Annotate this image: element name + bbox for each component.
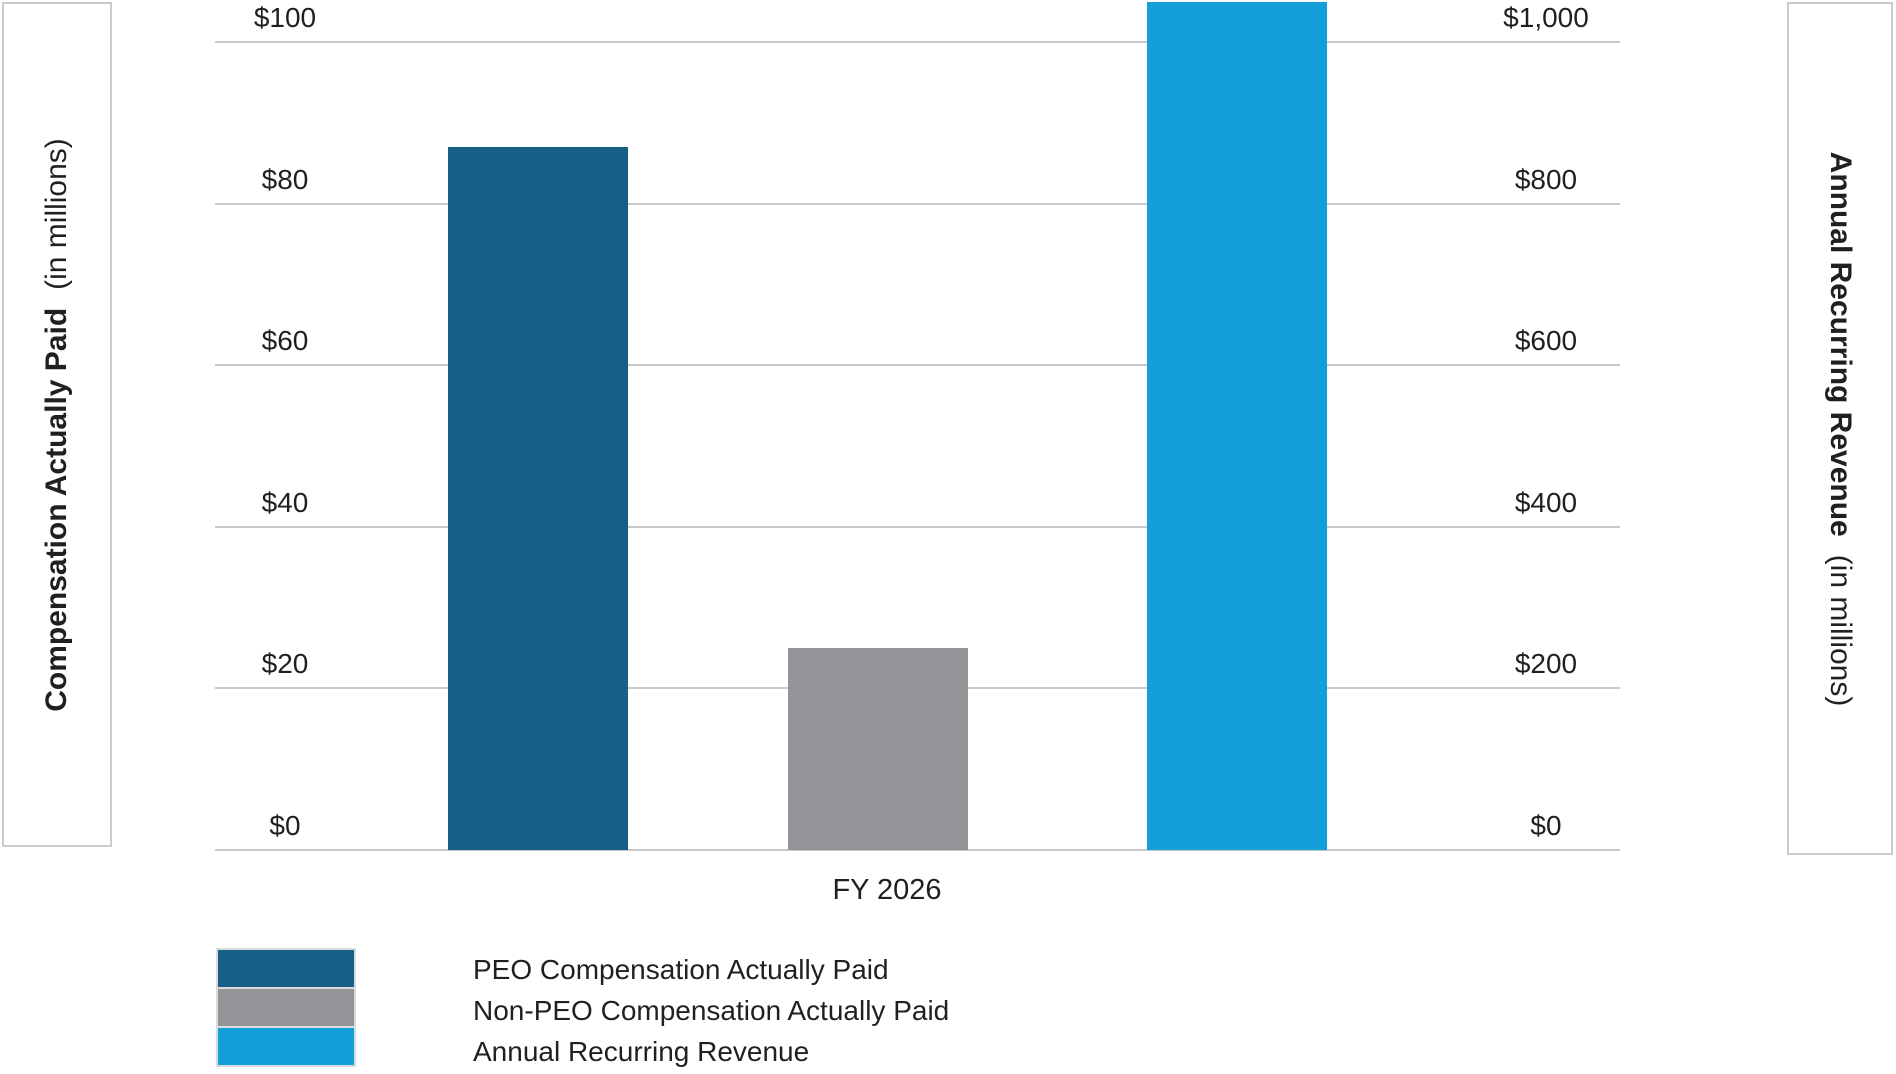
gridline-100	[215, 41, 1620, 43]
legend-label-column: PEO Compensation Actually Paid Non-PEO Co…	[473, 949, 949, 1072]
left-axis-title: Compensation Actually Paid (in millions)	[40, 137, 73, 712]
right-axis-tick-0: $0	[1530, 810, 1562, 841]
legend-swatch-peo-compensation-actually-paid	[218, 950, 354, 987]
legend-label-annual-recurring-revenue: Annual Recurring Revenue	[473, 1036, 810, 1067]
left-axis-title-note: (in millions)	[40, 137, 73, 290]
left-axis-tick-60: $60	[261, 325, 309, 357]
left-axis-tick-0: $0	[269, 810, 301, 841]
gridline-60	[215, 364, 1620, 367]
right-axis-tick-600: $600	[1514, 325, 1578, 357]
right-axis-tick-200: $200	[1514, 648, 1578, 680]
legend-label-non-peo-compensation-actually-paid: Non-PEO Compensation Actually Paid	[473, 995, 950, 1026]
bar-annual-recurring-revenue	[1147, 1, 1327, 850]
bar-peo-compensation-actually-paid	[448, 147, 628, 850]
right-axis-title-text: Annual Recurring Revenue	[1824, 151, 1857, 537]
right-axis-title-panel: Annual Recurring Revenue (in millions)	[1787, 2, 1893, 855]
x-axis-category-label: FY 2026	[832, 874, 942, 906]
legend-label-peo-compensation-actually-paid: PEO Compensation Actually Paid	[473, 954, 889, 985]
gridline-40	[215, 525, 1620, 528]
right-axis-tick-800: $800	[1514, 163, 1578, 195]
legend-swatch-annual-recurring-revenue	[218, 1028, 354, 1065]
right-axis-tick-1000: $1,000	[1503, 2, 1589, 33]
left-axis-tick-40: $40	[261, 486, 309, 518]
gridline-0	[215, 849, 1620, 851]
right-axis-tick-400: $400	[1514, 486, 1578, 518]
left-axis-title-text: Compensation Actually Paid	[40, 307, 73, 712]
left-axis-title-panel: Compensation Actually Paid (in millions)	[2, 2, 112, 847]
right-axis-title: Annual Recurring Revenue (in millions)	[1824, 151, 1857, 706]
left-axis-tick-100: $100	[253, 2, 317, 33]
left-axis-tick-80: $80	[261, 163, 309, 195]
gridline-80	[215, 202, 1620, 205]
bar-non-peo-compensation-actually-paid	[788, 648, 968, 850]
legend-swatch-column	[216, 948, 356, 1067]
left-axis-tick-20: $20	[261, 648, 309, 680]
legend-swatch-non-peo-compensation-actually-paid	[218, 989, 354, 1026]
right-axis-title-note: (in millions)	[1824, 554, 1857, 706]
